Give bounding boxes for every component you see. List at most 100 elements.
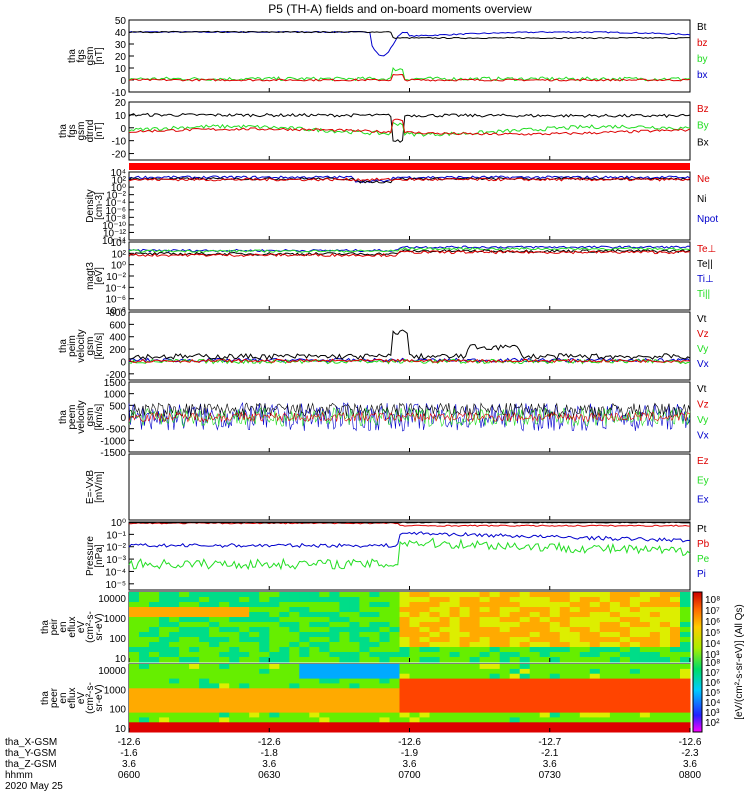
panel-frame — [128, 171, 691, 241]
y-axis-label: dtrnd — [85, 120, 96, 143]
y-tick-label: 10⁴ — [111, 168, 126, 179]
y-tick-label: 10² — [112, 176, 127, 187]
footer-value: 0700 — [398, 770, 421, 781]
y-axis-label: gsm — [85, 408, 96, 427]
y-axis-label: eV — [76, 621, 87, 634]
y-tick-label: 1000 — [104, 614, 127, 625]
y-tick-label: 10 — [115, 111, 127, 122]
y-tick-label: 10⁻³ — [106, 555, 126, 566]
y-tick-label: 100 — [109, 634, 126, 645]
series-vt-e — [128, 402, 691, 418]
series-pi — [128, 531, 691, 549]
y-axis-label: E=-VxB — [85, 470, 96, 505]
y-axis-label: [nT] — [94, 122, 105, 139]
y-tick-label: 20 — [115, 52, 127, 63]
legend-entry: Vy — [697, 344, 708, 355]
legend-entry: bx — [697, 70, 708, 81]
series-bt — [128, 30, 691, 57]
legend-entry: Npot — [697, 214, 718, 225]
y-tick-label: 10⁻¹ — [106, 530, 126, 541]
y-tick-label: -20 — [112, 150, 127, 161]
y-axis-label: (cm²-s- — [85, 682, 96, 714]
y-tick-label: 0 — [120, 357, 126, 368]
footer-date: 2020 May 25 — [5, 781, 63, 792]
footer-value: 3.6 — [122, 759, 136, 770]
y-axis-label: [eV] — [94, 267, 105, 285]
footer-value: 3.6 — [262, 759, 276, 770]
y-tick-label: 10⁻¹⁰ — [102, 221, 126, 232]
y-tick-label: 10⁻⁴ — [105, 567, 126, 578]
y-tick-label: 50 — [115, 16, 127, 27]
legend-entry: Ez — [697, 456, 709, 467]
footer-value: -1.9 — [401, 748, 419, 759]
y-tick-label: -10 — [112, 88, 127, 99]
footer-value: 0730 — [539, 770, 562, 781]
y-axis-label: tha — [40, 691, 51, 705]
colorbar-tick: 10³ — [705, 650, 720, 661]
series-pb — [129, 522, 691, 527]
y-tick-label: 20 — [115, 98, 127, 109]
y-tick-label: -1500 — [100, 448, 126, 459]
y-axis-label: tha — [67, 49, 78, 63]
y-axis-label: fgs — [76, 49, 87, 62]
y-tick-label: 200 — [109, 345, 126, 356]
y-axis-label: peem — [67, 404, 78, 429]
legend-entry: Bz — [697, 104, 709, 115]
y-axis-label: sr-eV) — [94, 613, 105, 640]
y-tick-label: 10⁰ — [111, 518, 126, 529]
y-tick-label: 10⁰ — [111, 261, 126, 272]
footer-value: 3.6 — [403, 759, 417, 770]
legend-entry: Ni — [697, 194, 706, 205]
y-tick-label: 10 — [115, 64, 127, 75]
y-tick-label: 10 — [115, 724, 127, 735]
footer-value: -2.1 — [541, 748, 559, 759]
series-vy-e — [128, 406, 691, 428]
panel-frame — [128, 381, 691, 453]
series-pe — [128, 537, 691, 571]
legend-entry: Pe — [697, 554, 710, 565]
colorbar-tick: 10² — [705, 718, 720, 729]
y-tick-label: 10⁻¹⁴ — [102, 236, 126, 247]
legend-entry: Bt — [697, 22, 707, 33]
colorbar-tick: 10⁸ — [705, 595, 720, 606]
y-tick-label: -1000 — [100, 436, 126, 447]
legend-entry: bz — [697, 38, 708, 49]
series-vx-e — [128, 402, 691, 432]
y-tick-label: 10⁻⁴ — [105, 198, 126, 209]
y-tick-label: 500 — [109, 401, 126, 412]
status-bar — [129, 163, 690, 170]
y-axis-label: peim — [67, 335, 78, 357]
y-axis-label: velocity — [76, 400, 87, 433]
legend-entry: Te|| — [697, 259, 713, 270]
footer-row-label: tha_X-GSM — [5, 737, 57, 748]
ion-spectrogram — [129, 592, 691, 663]
y-axis-label: [cm-3] — [94, 192, 105, 220]
footer-value: 3.6 — [543, 759, 557, 770]
colorbar-tick: 10³ — [705, 708, 720, 719]
footer-value: -2.3 — [681, 748, 699, 759]
legend-entry: By — [697, 121, 709, 132]
legend-entry: Ti|| — [697, 289, 710, 300]
y-axis-label: peir — [49, 618, 60, 635]
footer-row-label: tha_Z-GSM — [5, 759, 57, 770]
y-axis-label: magt3 — [85, 262, 96, 290]
y-axis-label: tha — [40, 620, 51, 634]
y-axis-label: (cm²-s- — [85, 611, 96, 643]
legend-entry: Ex — [697, 495, 709, 506]
series-pt — [128, 521, 690, 524]
legend-entry: Ne — [697, 174, 710, 185]
series-ni — [128, 177, 690, 184]
y-axis-label: en — [58, 621, 69, 632]
series-te-par — [128, 249, 691, 256]
footer-value: 0600 — [118, 770, 141, 781]
y-axis-label: peer — [49, 687, 60, 708]
series-ne — [128, 177, 691, 182]
footer-value: 3.6 — [683, 759, 697, 770]
y-axis-label: [km/s] — [94, 403, 105, 430]
y-tick-label: 10⁴ — [111, 238, 126, 249]
colorbar-tick: 10⁴ — [705, 639, 720, 650]
series-te-perp — [128, 250, 691, 258]
footer-value: -12.6 — [679, 737, 702, 748]
y-tick-label: 10⁻⁸ — [105, 213, 126, 224]
